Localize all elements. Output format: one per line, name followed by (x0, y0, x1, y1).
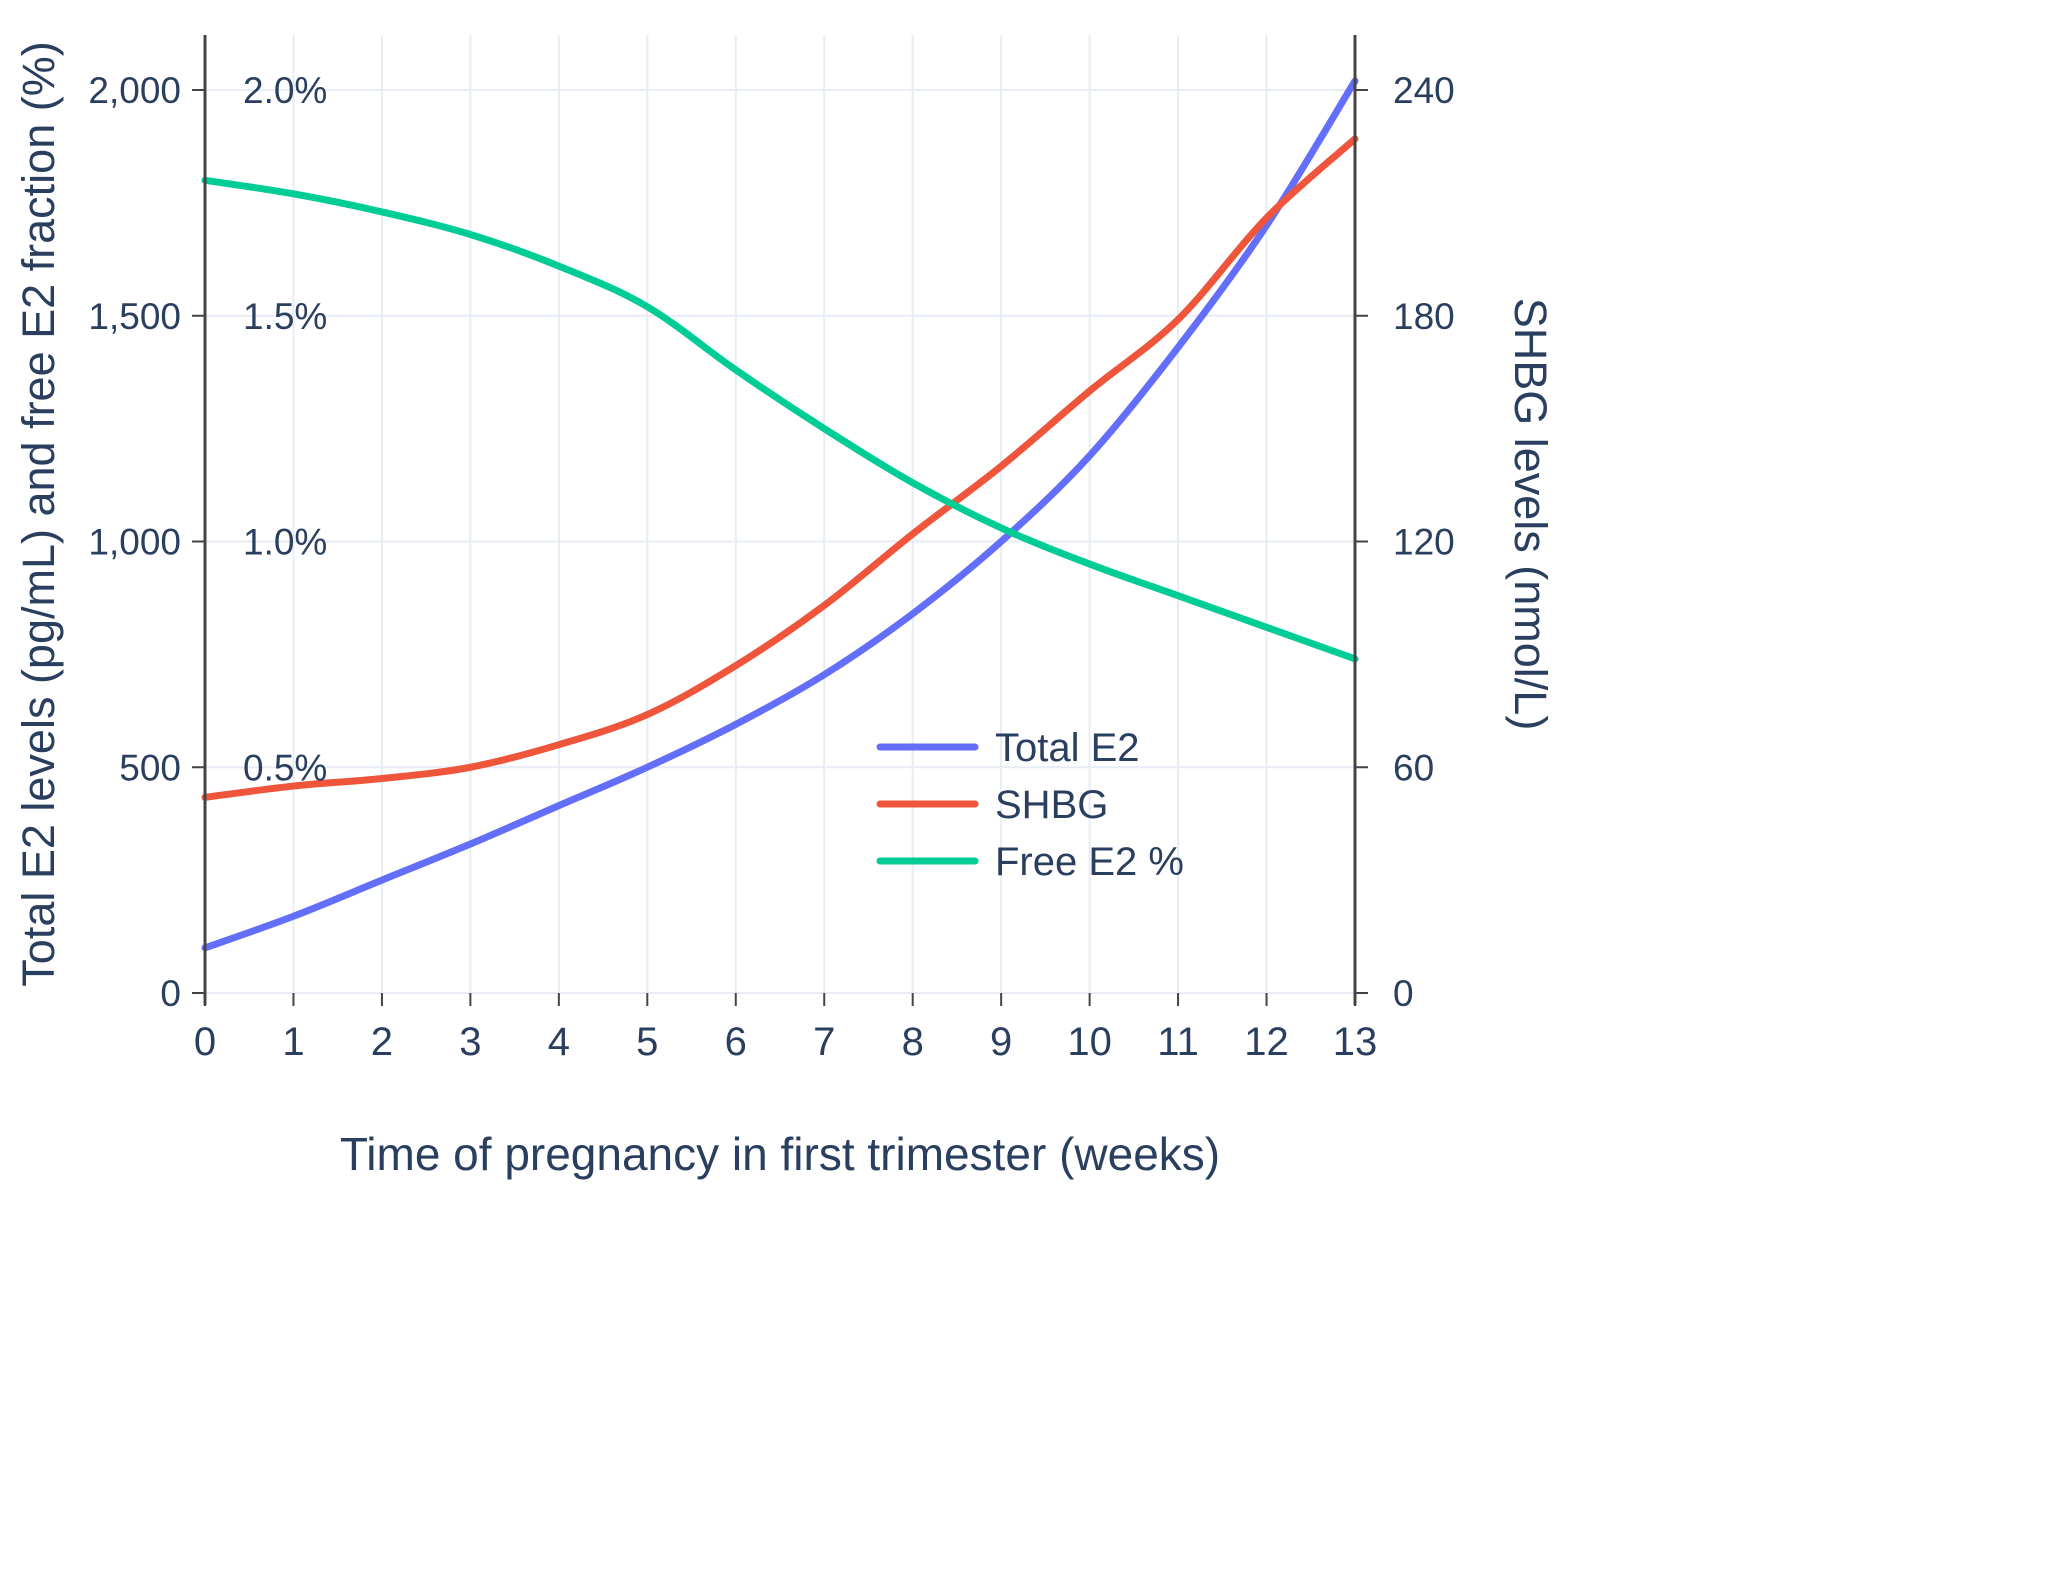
x-axis-title: Time of pregnancy in first trimester (we… (340, 1128, 1220, 1180)
legend-item-total-e2[interactable]: Total E2 (876, 726, 1140, 770)
legend-label: Free E2 % (995, 840, 1184, 884)
x-tick-label: 5 (636, 1020, 658, 1064)
x-tick-label: 8 (902, 1020, 924, 1064)
right-tick-label: 120 (1393, 522, 1455, 563)
x-tick-label: 0 (194, 1020, 216, 1064)
right-y-axis-title: SHBG levels (nmol/L) (1505, 298, 1556, 731)
x-tick-label: 2 (371, 1020, 393, 1064)
right-tick-label: 180 (1393, 296, 1455, 337)
x-tick-label: 7 (813, 1020, 835, 1064)
right-tick-label: 0 (1393, 973, 1414, 1014)
series-line-shbg (201, 135, 1359, 801)
x-tick-label: 6 (725, 1020, 747, 1064)
pct-tick-label: 1.0% (243, 522, 327, 563)
x-tick-label: 13 (1333, 1020, 1378, 1064)
x-tick-label: 4 (548, 1020, 570, 1064)
pct-tick-label: 0.5% (243, 747, 327, 788)
legend-label: Total E2 (995, 726, 1140, 770)
series-line-free-e2- (201, 176, 1359, 663)
left-tick-label: 1,500 (88, 296, 181, 337)
legend-item-free-e2-[interactable]: Free E2 % (876, 840, 1184, 884)
left-tick-label: 0 (160, 973, 181, 1014)
legend-item-shbg[interactable]: SHBG (876, 783, 1108, 827)
left-tick-label: 2,000 (88, 70, 181, 111)
x-tick-label: 1 (282, 1020, 304, 1064)
right-tick-label: 60 (1393, 747, 1434, 788)
x-tick-label: 11 (1157, 1020, 1199, 1064)
pct-tick-label: 1.5% (243, 296, 327, 337)
x-tick-label: 10 (1067, 1020, 1112, 1064)
x-tick-label: 12 (1244, 1020, 1289, 1064)
x-tick-label: 3 (459, 1020, 481, 1064)
left-tick-label: 500 (119, 747, 181, 788)
legend-label: SHBG (995, 783, 1108, 827)
right-tick-label: 240 (1393, 70, 1455, 111)
pct-tick-label: 2.0% (243, 70, 327, 111)
left-y-axis-title: Total E2 levels (pg/mL) and free E2 frac… (13, 41, 64, 986)
left-tick-label: 1,000 (88, 522, 181, 563)
x-tick-label: 9 (990, 1020, 1012, 1064)
series-line-total-e2 (201, 77, 1359, 952)
